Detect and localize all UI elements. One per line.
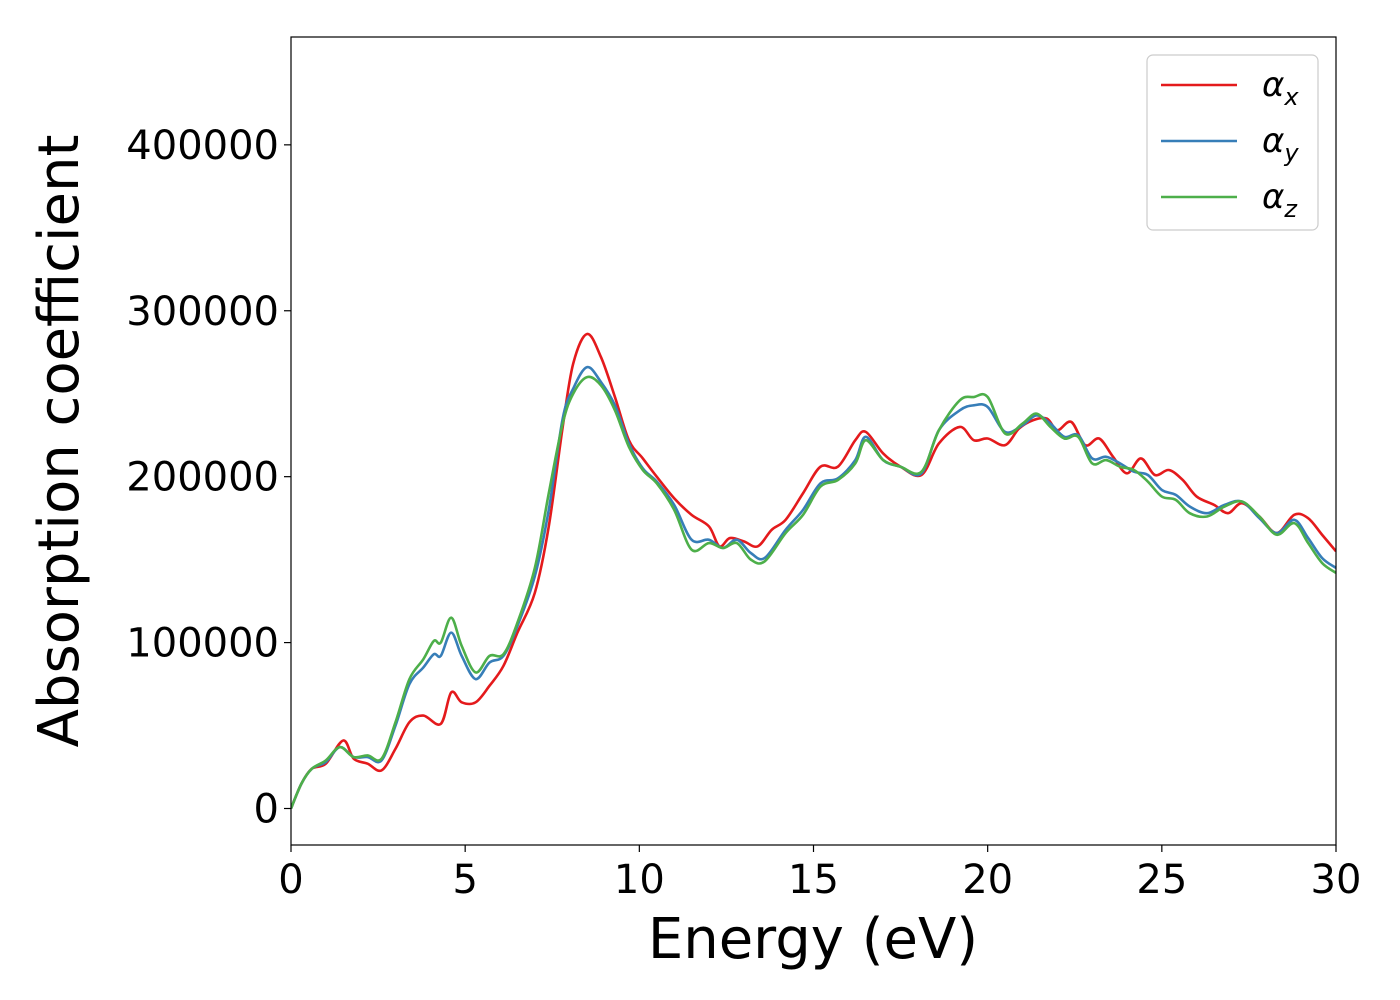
legend: αx αy αz — [1146, 54, 1319, 231]
legend-label-y: αy — [1262, 121, 1299, 167]
x-tick-label: 30 — [1311, 857, 1362, 903]
y-tick-label: 400000 — [126, 123, 279, 169]
legend-label-x: αx — [1262, 65, 1299, 111]
series-line-x — [291, 332, 1336, 810]
x-tick-label: 0 — [278, 857, 303, 903]
x-tick-label: 20 — [962, 857, 1013, 903]
y-axis-title: Absorption coefficient — [27, 135, 92, 748]
x-axis-title: Energy (eV) — [648, 907, 978, 972]
axes-layer: 0 5 10 15 20 25 30 0 100000 200000 300000 400000 — [126, 36, 1362, 903]
x-tick-label: 15 — [788, 857, 839, 903]
x-tick-label: 10 — [614, 857, 665, 903]
legend-label-z: αz — [1262, 177, 1298, 223]
y-tick-label: 100000 — [126, 621, 279, 667]
legend-box — [1146, 54, 1319, 231]
x-tick-label: 5 — [452, 857, 477, 903]
x-tick-label: 25 — [1136, 857, 1187, 903]
y-tick-label: 0 — [254, 786, 279, 832]
y-tick-label: 300000 — [126, 289, 279, 335]
y-tick-label: 200000 — [126, 455, 279, 501]
plot-layer — [291, 332, 1336, 810]
series-line-y — [291, 365, 1336, 810]
series-line-z — [291, 375, 1336, 810]
